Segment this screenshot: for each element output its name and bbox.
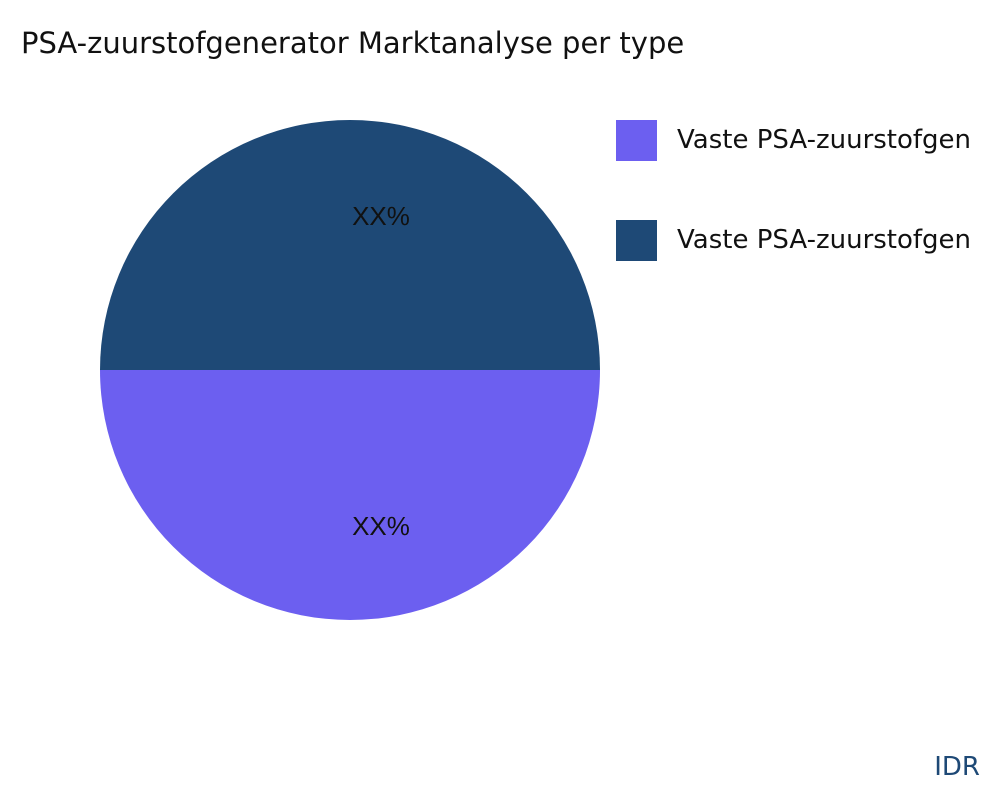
legend-swatch: [616, 219, 657, 261]
pie-slice-0: [100, 370, 600, 620]
legend-label: Vaste PSA-zuurstofgen: [677, 125, 972, 155]
legend-item-0: Vaste PSA-zuurstofgen: [616, 119, 971, 161]
chart-title: PSA-zuurstofgenerator Marktanalyse per t…: [21, 26, 685, 60]
legend-item-1: Vaste PSA-zuurstofgen: [616, 219, 971, 261]
slice-data-label: XX%: [352, 201, 410, 231]
brand-logo-text: IDR: [934, 752, 980, 782]
slice-data-label: XX%: [352, 511, 410, 541]
legend-label: Vaste PSA-zuurstofgen: [677, 225, 972, 255]
legend-swatch: [616, 119, 657, 161]
pie-slice-1: [100, 120, 600, 370]
